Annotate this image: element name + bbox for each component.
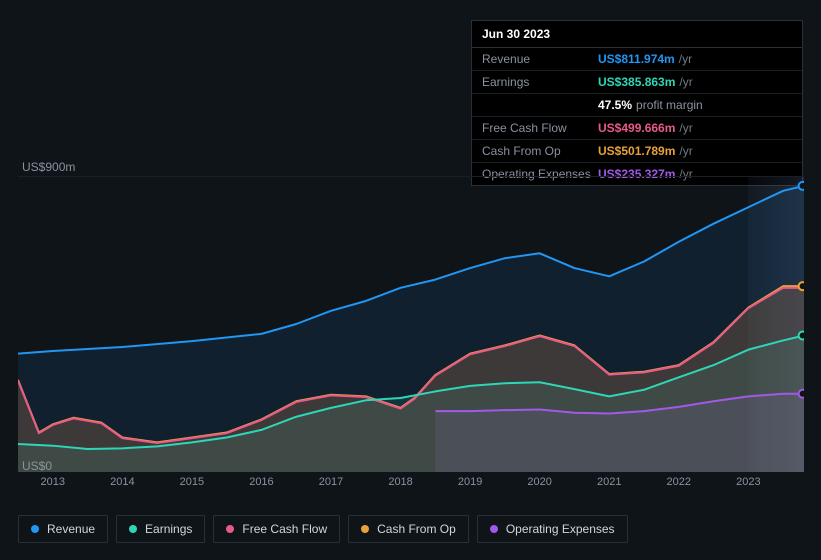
tooltip-row-label xyxy=(482,98,598,112)
tooltip-row: 47.5% profit margin xyxy=(472,94,802,117)
x-tick: 2016 xyxy=(249,476,273,488)
x-tick: 2013 xyxy=(41,476,65,488)
x-tick: 2015 xyxy=(180,476,204,488)
end-marker xyxy=(799,390,804,398)
tooltip-row-unit: /yr xyxy=(679,144,692,158)
legend-label: Revenue xyxy=(47,522,95,536)
tooltip-row: EarningsUS$385.863m/yr xyxy=(472,71,802,94)
tooltip-row-unit: /yr xyxy=(679,52,692,66)
legend-label: Free Cash Flow xyxy=(242,522,327,536)
x-tick: 2014 xyxy=(110,476,134,488)
x-tick: 2022 xyxy=(667,476,691,488)
y-axis-max-label: US$900m xyxy=(22,160,75,174)
area-revenue xyxy=(18,186,804,472)
legend-dot-icon xyxy=(490,525,498,533)
tooltip-row-label: Free Cash Flow xyxy=(482,121,598,135)
legend-item-revenue[interactable]: Revenue xyxy=(18,515,108,543)
x-tick: 2018 xyxy=(388,476,412,488)
chart-container: Jun 30 2023 RevenueUS$811.974m/yrEarning… xyxy=(0,0,821,560)
tooltip-rows: RevenueUS$811.974m/yrEarningsUS$385.863m… xyxy=(472,48,802,185)
tooltip-row-label: Earnings xyxy=(482,75,598,89)
tooltip-row-value: US$385.863m xyxy=(598,75,675,89)
tooltip-meta-value: 47.5% xyxy=(598,98,632,112)
x-tick: 2019 xyxy=(458,476,482,488)
legend-label: Cash From Op xyxy=(377,522,456,536)
x-tick: 2020 xyxy=(527,476,551,488)
legend-item-cash-from-op[interactable]: Cash From Op xyxy=(348,515,469,543)
legend-item-free-cash-flow[interactable]: Free Cash Flow xyxy=(213,515,340,543)
end-marker xyxy=(799,282,804,290)
x-tick: 2017 xyxy=(319,476,343,488)
tooltip-row: Cash From OpUS$501.789m/yr xyxy=(472,140,802,163)
legend: Revenue Earnings Free Cash Flow Cash From O… xyxy=(18,515,628,543)
x-axis: 2013 2014 2015 2016 2017 2018 2019 2020 2021 2022… xyxy=(18,476,804,496)
legend-dot-icon xyxy=(226,525,234,533)
x-tick: 2021 xyxy=(597,476,621,488)
hover-tooltip: Jun 30 2023 RevenueUS$811.974m/yrEarning… xyxy=(471,20,803,186)
tooltip-row-unit: /yr xyxy=(679,121,692,135)
plot-area[interactable] xyxy=(18,176,804,472)
tooltip-row-label: Revenue xyxy=(482,52,598,66)
plot-svg xyxy=(18,176,804,472)
legend-dot-icon xyxy=(361,525,369,533)
tooltip-row: Free Cash FlowUS$499.666m/yr xyxy=(472,117,802,140)
tooltip-date: Jun 30 2023 xyxy=(472,21,802,48)
tooltip-row-value: US$501.789m xyxy=(598,144,675,158)
tooltip-row-unit: /yr xyxy=(679,75,692,89)
legend-dot-icon xyxy=(31,525,39,533)
legend-label: Earnings xyxy=(145,522,192,536)
end-marker xyxy=(799,332,804,340)
tooltip-row: RevenueUS$811.974m/yr xyxy=(472,48,802,71)
legend-item-operating-expenses[interactable]: Operating Expenses xyxy=(477,515,628,543)
end-marker xyxy=(799,182,804,190)
tooltip-meta-label: profit margin xyxy=(636,98,703,112)
tooltip-row-value: US$499.666m xyxy=(598,121,675,135)
legend-item-earnings[interactable]: Earnings xyxy=(116,515,205,543)
tooltip-row-value: US$811.974m xyxy=(598,52,675,66)
legend-label: Operating Expenses xyxy=(506,522,615,536)
x-tick: 2023 xyxy=(736,476,760,488)
tooltip-row-label: Cash From Op xyxy=(482,144,598,158)
legend-dot-icon xyxy=(129,525,137,533)
